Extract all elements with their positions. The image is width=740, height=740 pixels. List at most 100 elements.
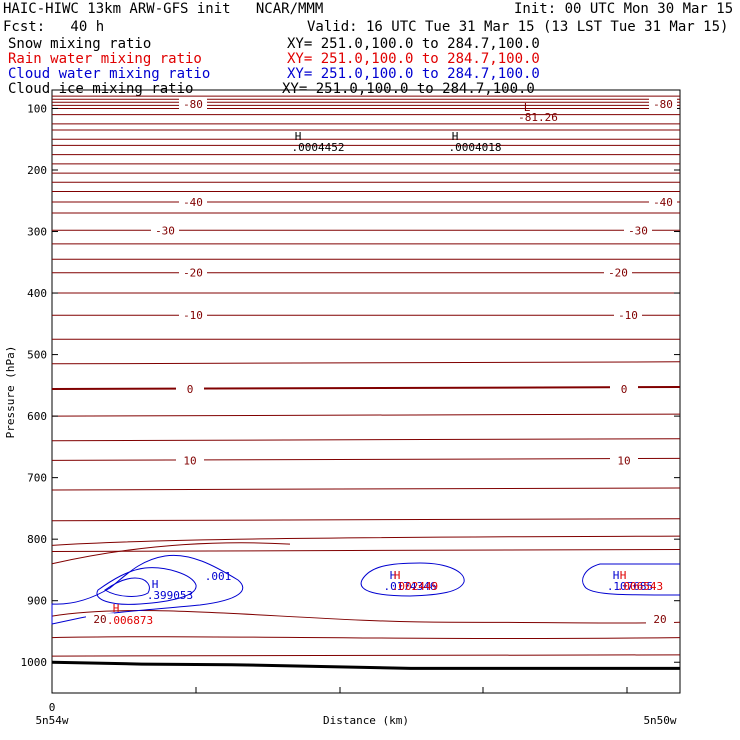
- temperature-contour-label: -80: [653, 98, 673, 111]
- cloud-water-contour-right: [582, 563, 681, 596]
- temperature-contour-label: -20: [183, 267, 203, 280]
- field-xy-cloudwater: XY= 251.0,100.0 to 284.7,100.0: [287, 66, 540, 82]
- low-symbol: L: [524, 101, 531, 114]
- y-tick-label: 800: [27, 533, 47, 546]
- temperature-contour-label: -30: [155, 224, 175, 237]
- field-name-snow: Snow mixing ratio: [8, 36, 152, 52]
- valid-time: Valid: 16 UTC Tue 31 Mar 15 (13 LST Tue …: [307, 19, 729, 35]
- plot-border: [51, 89, 681, 694]
- snow-max-symbol: H: [452, 130, 459, 143]
- temperature-contour-line: [51, 636, 681, 640]
- cloud-water-contour-label: .001: [205, 570, 232, 583]
- rain-water-max-value: .006543: [617, 580, 663, 593]
- temperature-contour-label: -10: [618, 309, 638, 322]
- temperature-contour-label: -10: [183, 309, 203, 322]
- plot-frame: [51, 89, 681, 694]
- y-tick-label: 100: [27, 102, 47, 115]
- temperature-contour-label: 20: [653, 613, 666, 626]
- label-bg: [649, 195, 677, 209]
- cloud-water-max-symbol: H: [390, 569, 397, 582]
- label-bg: [151, 224, 179, 238]
- low-value: -81.26: [518, 111, 558, 124]
- label-bg: [179, 266, 207, 280]
- cloud-contours: [51, 554, 681, 625]
- field-xy-snow: XY= 251.0,100.0 to 284.7,100.0: [287, 36, 540, 52]
- surface-line: [51, 660, 680, 670]
- label-bg: [604, 266, 632, 280]
- cloud-water-max-value: .399053: [147, 589, 193, 602]
- field-xy-cloudice: XY= 251.0,100.0 to 284.7,100.0: [282, 81, 535, 97]
- x-zero-label: 0: [49, 701, 56, 714]
- x-left-label: 5n54w: [35, 714, 68, 727]
- rain-water-max-symbol: H: [113, 602, 120, 615]
- label-bg: [176, 383, 204, 397]
- y-tick-label: 500: [27, 349, 47, 362]
- cloud-water-contour-middle: [360, 562, 465, 597]
- temperature-contour-label: -30: [628, 224, 648, 237]
- rain-water-max-symbol: H: [620, 569, 627, 582]
- temperature-contour-line: [51, 610, 681, 624]
- cloud-water-contour-left-inner: [96, 567, 197, 605]
- label-bg: [179, 98, 207, 112]
- forecast-hour: Fcst: 40 h: [3, 19, 105, 35]
- temperature-contour-label: -40: [183, 196, 203, 209]
- temperature-contour-label: -40: [653, 196, 673, 209]
- label-bg: [179, 309, 207, 323]
- snow-max-value: .0004452: [292, 141, 345, 154]
- x-axis-title: Distance (km): [323, 714, 409, 727]
- y-tick-label: 200: [27, 164, 47, 177]
- rain-water-max-value: .006873: [107, 614, 153, 627]
- cloud-water-contour-left-core: [104, 577, 150, 597]
- rain-water-max-value: .002449: [392, 580, 438, 593]
- y-tick-label: 900: [27, 595, 47, 608]
- field-name-cloudice: Cloud ice mixing ratio: [8, 81, 194, 97]
- chart-title: HAIC-HIWC 13km ARW-GFS init NCAR/MMM: [3, 1, 324, 17]
- contour-labels: -80 -80 -40 -40 -30 -30 -20 -20 -10 -10 0 0 10 10 20 20…: [86, 98, 677, 627]
- snow-max-value: .0004018: [449, 141, 502, 154]
- y-tick-label: 600: [27, 410, 47, 423]
- temperature-contour-line: [51, 518, 681, 522]
- rain-water-max-symbol: H: [394, 569, 401, 582]
- label-bg: [610, 383, 638, 397]
- temperature-contour-line: [51, 413, 681, 417]
- y-axis-title: Pressure (hPa): [4, 346, 17, 439]
- label-bg: [624, 224, 652, 238]
- x-right-label: 5n50w: [643, 714, 676, 727]
- temperature-contours: [51, 95, 681, 657]
- cloud-water-max-value: .107685: [607, 580, 653, 593]
- y-tick-label: 1000: [21, 656, 48, 669]
- cloud-water-max-symbol: H: [152, 578, 159, 591]
- temperature-contour-line: [51, 457, 681, 461]
- temperature-contour-line: [51, 386, 681, 391]
- temperature-contour-line: [51, 438, 681, 442]
- snow-max-symbol: H: [295, 130, 302, 143]
- init-time: Init: 00 UTC Mon 30 Mar 15: [514, 1, 734, 17]
- y-tick-label: 300: [27, 226, 47, 239]
- temperature-contour-label: 10: [617, 454, 630, 467]
- y-tick-label: 400: [27, 287, 47, 300]
- field-xy-rain: XY= 251.0,100.0 to 284.7,100.0: [287, 51, 540, 67]
- cloud-water-contour-left-outer: [51, 554, 244, 625]
- label-bg: [86, 613, 114, 627]
- temperature-contour-line: [51, 361, 681, 365]
- temperature-contour-label: -80: [183, 98, 203, 111]
- label-bg: [649, 98, 677, 112]
- label-bg: [176, 454, 204, 468]
- temperature-contour-label: 0: [621, 383, 628, 396]
- temperature-contour-line: [51, 535, 681, 546]
- temperature-contour-label: 20: [93, 613, 106, 626]
- label-bg: [614, 309, 642, 323]
- cloud-water-max-symbol: H: [613, 569, 620, 582]
- y-tick-label: 700: [27, 472, 47, 485]
- temperature-contour-line: [51, 548, 681, 552]
- field-name-rain: Rain water mixing ratio: [8, 51, 202, 67]
- surface-pressure-line: [51, 660, 680, 670]
- temperature-contour-line: [51, 542, 291, 565]
- label-bg: [610, 454, 638, 468]
- label-bg: [179, 195, 207, 209]
- temperature-contour-label: 10: [183, 454, 196, 467]
- field-name-cloudwater: Cloud water mixing ratio: [8, 66, 211, 82]
- temperature-contour-line: [51, 654, 681, 657]
